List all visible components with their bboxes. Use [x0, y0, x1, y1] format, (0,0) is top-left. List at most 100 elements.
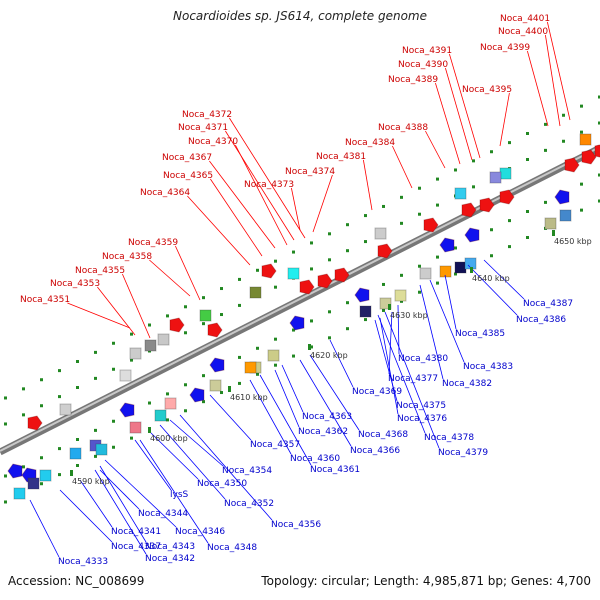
- label-leader-line: [429, 279, 465, 363]
- gene-label-reverse: Noca_4341: [111, 527, 161, 537]
- forward-gene-box: [157, 333, 170, 346]
- tick-label: 4590 kbp: [72, 477, 110, 486]
- gene-label-reverse: Noca_4342: [145, 554, 195, 564]
- ring-dot: [22, 387, 25, 391]
- label-leader-line: [483, 259, 525, 300]
- ring-dot: [40, 404, 43, 408]
- label-leader-line: [209, 160, 276, 249]
- ring-dot: [112, 341, 115, 345]
- gene-label-reverse: Noca_4346: [175, 527, 225, 537]
- gene-label-forward: Noca_4400: [498, 27, 548, 37]
- label-leader-line: [225, 130, 295, 241]
- ring-dot: [328, 258, 331, 262]
- gene-label-reverse: Noca_4350: [197, 479, 247, 489]
- ring-dot: [328, 232, 331, 236]
- label-leader-line: [419, 284, 444, 380]
- ring-dot: [22, 413, 25, 417]
- label-leader-line: [169, 419, 224, 467]
- ring-dot: [202, 322, 205, 326]
- reverse-gene-box: [39, 469, 52, 482]
- ring-dot: [310, 267, 313, 271]
- ring-dot: [436, 203, 439, 207]
- ring-dot: [148, 323, 151, 327]
- gene-label-reverse: Noca_4333: [58, 557, 108, 567]
- ring-dot: [4, 422, 7, 426]
- ring-dot: [508, 245, 511, 249]
- ring-dot: [526, 131, 529, 135]
- ring-dot: [94, 454, 97, 458]
- label-leader-line: [309, 354, 360, 431]
- tick-mark: [308, 344, 311, 350]
- ring-dot: [130, 436, 133, 440]
- ring-dot: [544, 148, 547, 152]
- label-leader-line: [291, 187, 301, 231]
- ring-dot: [598, 95, 600, 99]
- tick-mark: [228, 386, 231, 392]
- ring-dot: [310, 319, 313, 323]
- ring-dot: [562, 139, 565, 143]
- tick-label: 4640 kbp: [472, 274, 510, 283]
- label-leader-line: [259, 374, 312, 466]
- reverse-gene-box: [244, 361, 257, 374]
- label-leader-line: [499, 92, 510, 147]
- gene-label-reverse: Noca_4356: [271, 520, 321, 530]
- reverse-gene-box: [209, 379, 222, 392]
- tick-mark: [70, 470, 73, 476]
- gene-label-reverse: Noca_4362: [298, 427, 348, 437]
- ring-dot: [400, 195, 403, 199]
- label-leader-line: [329, 339, 354, 388]
- ring-dot: [58, 447, 61, 451]
- ring-dot: [166, 314, 169, 318]
- gene-label-reverse: Noca_4377: [388, 374, 438, 384]
- forward-gene-box: [249, 286, 262, 299]
- tick-mark: [552, 230, 555, 236]
- ring-dot: [4, 396, 7, 400]
- gene-label-forward: Noca_4371: [178, 123, 228, 133]
- tick-label: 4650 kbp: [554, 237, 592, 246]
- reverse-gene-box: [154, 409, 167, 422]
- gene-label-reverse: Noca_4382: [442, 379, 492, 389]
- gene-label-forward: Noca_4391: [402, 46, 452, 56]
- ring-dot: [184, 383, 187, 387]
- label-leader-line: [281, 364, 304, 413]
- forward-gene-arrow: [499, 189, 515, 205]
- ring-dot: [256, 372, 259, 376]
- label-leader-line: [179, 414, 273, 521]
- gene-label-reverse: Noca_4385: [455, 329, 505, 339]
- label-leader-line: [139, 439, 209, 544]
- forward-gene-arrow: [299, 279, 315, 295]
- ring-dot: [256, 346, 259, 350]
- ring-dot: [382, 282, 385, 286]
- ring-dot: [598, 121, 600, 125]
- label-leader-line: [104, 459, 177, 528]
- ring-dot: [544, 200, 547, 204]
- accession-text: Accession: NC_008699: [8, 574, 145, 588]
- tick-label: 4630 kbp: [390, 311, 428, 320]
- label-leader-line: [299, 359, 352, 447]
- label-leader-line: [99, 465, 147, 543]
- gene-label-reverse: Noca_4352: [224, 499, 274, 509]
- ring-dot: [508, 219, 511, 223]
- label-leader-line: [312, 174, 333, 233]
- reverse-gene-arrow: [119, 402, 135, 418]
- label-leader-line: [149, 259, 191, 297]
- gene-label-forward: Noca_4372: [182, 110, 232, 120]
- ring-dot: [436, 281, 439, 285]
- reverse-gene-box: [419, 267, 432, 280]
- ring-dot: [58, 395, 61, 399]
- ring-dot: [346, 301, 349, 305]
- gene-label-forward: Noca_4381: [316, 152, 366, 162]
- gene-label-forward: Noca_4355: [75, 266, 125, 276]
- ring-dot: [292, 250, 295, 254]
- forward-gene-arrow: [317, 273, 333, 289]
- ring-dot: [40, 482, 43, 486]
- gene-label-reverse: Noca_4348: [207, 543, 257, 553]
- forward-gene-arrow: [594, 144, 600, 158]
- label-leader-line: [397, 304, 400, 355]
- ring-dot: [490, 254, 493, 258]
- label-leader-line: [159, 424, 226, 500]
- ring-dot: [238, 355, 241, 359]
- ring-dot: [544, 122, 547, 126]
- ring-dot: [94, 376, 97, 380]
- gene-label-forward: Noca_4373: [244, 180, 294, 190]
